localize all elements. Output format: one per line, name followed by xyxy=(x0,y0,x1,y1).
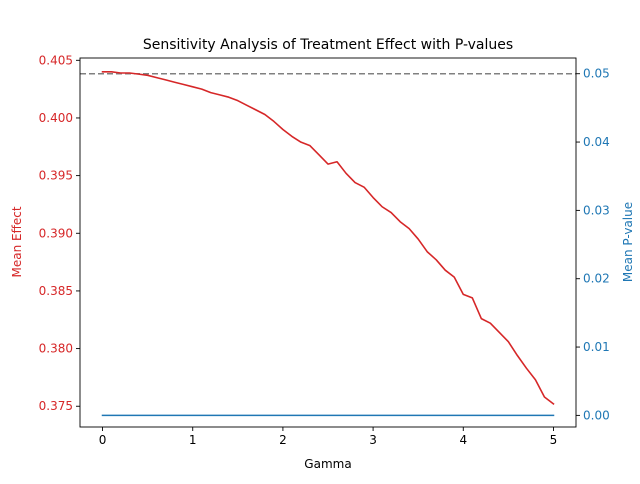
right-tick-label: 0.04 xyxy=(583,135,610,149)
right-tick-label: 0.02 xyxy=(583,272,610,286)
left-tick-label: 0.405 xyxy=(39,53,73,67)
x-tick-label: 1 xyxy=(189,433,197,447)
right-tick-label: 0.03 xyxy=(583,203,610,217)
right-y-axis-label: Mean P-value xyxy=(621,202,635,282)
right-tick-label: 0.00 xyxy=(583,408,610,422)
plot-area xyxy=(80,71,576,417)
x-tick-label: 5 xyxy=(550,433,558,447)
x-tick-label: 3 xyxy=(369,433,377,447)
left-tick-label: 0.375 xyxy=(39,399,73,413)
series-line-mean-effect xyxy=(101,71,555,406)
plot-frame xyxy=(79,57,577,428)
left-tick-label: 0.380 xyxy=(39,342,73,356)
left-tick-label: 0.400 xyxy=(39,111,73,125)
left-tick-label: 0.390 xyxy=(39,226,73,240)
right-tick-label: 0.05 xyxy=(583,67,610,81)
x-tick-label: 0 xyxy=(99,433,107,447)
axes: 0 1 2 3 4 5 0.375 0.380 0.385 0.390 0.395 0.400 0.40… xyxy=(39,53,610,447)
x-tick-label: 2 xyxy=(279,433,287,447)
left-tick-label: 0.385 xyxy=(39,284,73,298)
left-y-axis-label: Mean Effect xyxy=(10,206,24,277)
left-tick-label: 0.395 xyxy=(39,169,73,183)
right-tick-label: 0.01 xyxy=(583,340,610,354)
chart-title: Sensitivity Analysis of Treatment Effect… xyxy=(143,37,513,53)
x-axis-label: Gamma xyxy=(304,457,351,471)
x-tick-label: 4 xyxy=(459,433,467,447)
